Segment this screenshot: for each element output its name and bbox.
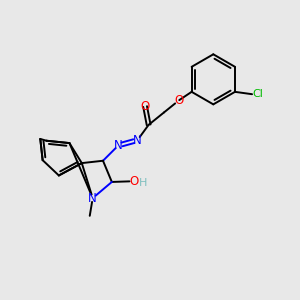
Text: O: O bbox=[130, 175, 139, 188]
Text: Cl: Cl bbox=[252, 89, 263, 99]
Text: N: N bbox=[133, 134, 142, 147]
Text: N: N bbox=[114, 139, 123, 152]
Text: O: O bbox=[175, 94, 184, 106]
Text: O: O bbox=[140, 100, 150, 113]
Text: N: N bbox=[88, 192, 97, 205]
Text: H: H bbox=[139, 178, 147, 188]
